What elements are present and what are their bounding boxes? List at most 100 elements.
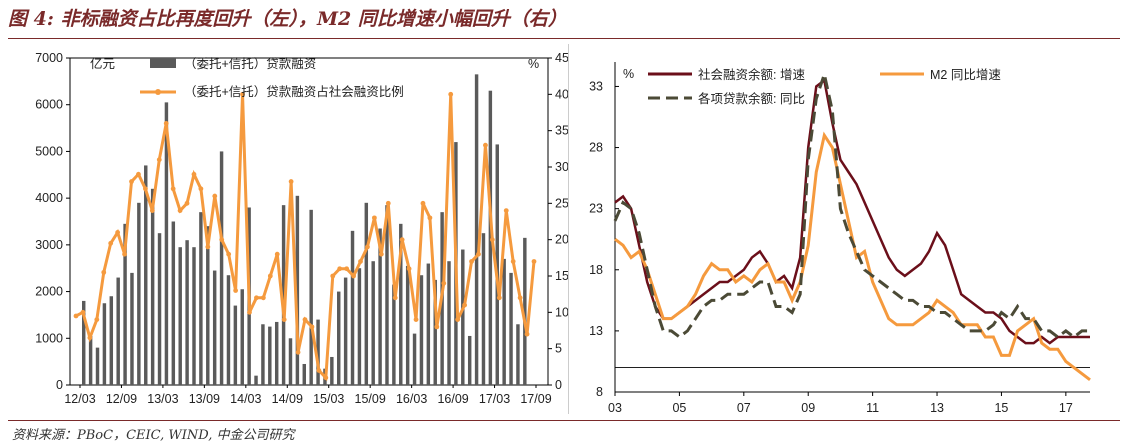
right-y-tick-label: 0 [555,378,562,392]
share-point [295,349,301,355]
share-point [503,208,509,214]
bar [385,205,389,385]
legend-bar-label: （委托+信托）贷款融资 [184,57,316,71]
share-point [420,200,426,206]
legend-line-label: （委托+信托）贷款融资占社会融资比例 [184,84,404,99]
bar [137,202,141,385]
share-point [309,324,315,330]
bar [509,272,513,385]
bar [309,209,313,385]
share-point [177,208,183,214]
x-tick-label: 12/03 [64,392,95,406]
x-tick-label: 09 [801,401,815,415]
share-point [371,215,377,221]
share-point [122,251,127,257]
bar [502,258,506,385]
bar [343,277,348,385]
bar [219,151,224,385]
share-point [489,237,495,243]
share-point [281,317,287,322]
x-tick-label: 17 [1059,401,1073,415]
bar [178,247,182,385]
bar [82,300,86,385]
x-tick-label: 13/09 [189,392,220,406]
share-point [476,251,481,257]
share-point [427,215,433,221]
share-point [205,244,211,250]
series-line-3 [613,68,1090,339]
bar [240,289,244,385]
share-point [226,251,232,257]
x-tick-label: 13/03 [147,392,178,406]
y-tick-label: 23 [589,202,603,216]
share-point [441,280,447,286]
bar [261,324,265,385]
x-tick-label: 03 [608,401,622,415]
y-tick-label: 13 [589,324,603,338]
bar [426,263,431,385]
right-y-tick-label: 45 [555,51,568,65]
share-point [399,237,405,243]
share-point [101,269,107,275]
y-tick-label: 33 [589,79,603,93]
legend-m2-label: M2 同比增速 [930,67,1001,82]
x-tick-label: 15 [994,401,1008,415]
bar [185,240,189,385]
title-rule [8,38,1120,39]
share-point [115,230,121,235]
bar [516,324,520,385]
share-point [378,251,384,257]
share-point [136,171,141,177]
bar [144,165,148,385]
legend-bar-swatch [150,58,176,68]
share-point [142,186,148,192]
left-y-tick-label: 5000 [35,144,63,158]
right-y-tick-label: 15 [555,269,568,283]
x-tick-label: 12/09 [106,392,137,406]
left-chart: 0 1000 2000 3000 4000 5000 6000 7000 0 5 10 15 20 25 3… [35,51,568,406]
share-point [365,244,370,250]
figure-title: 图 4: 非标融资占比再度回升（左），M2 同比增速小幅回升（右） [8,8,567,30]
share-point [496,295,502,301]
bar [212,270,217,385]
x-tick-label: 14/09 [272,392,303,406]
share-point [73,313,79,319]
footer-rule [8,420,1120,421]
share-point [302,317,308,322]
bar [116,277,120,385]
share-point [191,171,197,177]
share-point [323,375,329,381]
share-point [462,302,468,308]
left-y-tick-label: 2000 [35,285,63,299]
right-y-tick-label: 25 [555,196,568,210]
y-tick-label: 28 [589,141,603,155]
share-point [80,309,86,315]
left-y-tick-label: 1000 [35,331,63,345]
share-point [240,91,245,97]
share-point [94,317,100,322]
y-tick-label: 8 [596,385,603,399]
share-point [288,179,294,184]
share-point [517,295,523,301]
share-point [358,259,363,264]
share-point [406,266,412,272]
right-y-tick-label: 40 [555,87,568,101]
share-point [108,240,114,246]
bar [461,249,465,385]
share-point [267,273,273,279]
share-point [184,200,190,206]
bar [433,279,437,385]
y-tick-label: 18 [589,263,603,277]
bar [330,356,334,385]
bar [337,291,341,385]
bar [350,230,355,385]
bar [419,275,424,385]
series-line-2 [614,131,1091,381]
bar [199,212,203,385]
share-point [455,317,461,322]
bar [295,195,300,385]
share-point [129,179,134,184]
left-y-tick-label: 7000 [35,51,63,65]
x-tick-label: 07 [737,401,751,415]
share-point [149,208,155,214]
